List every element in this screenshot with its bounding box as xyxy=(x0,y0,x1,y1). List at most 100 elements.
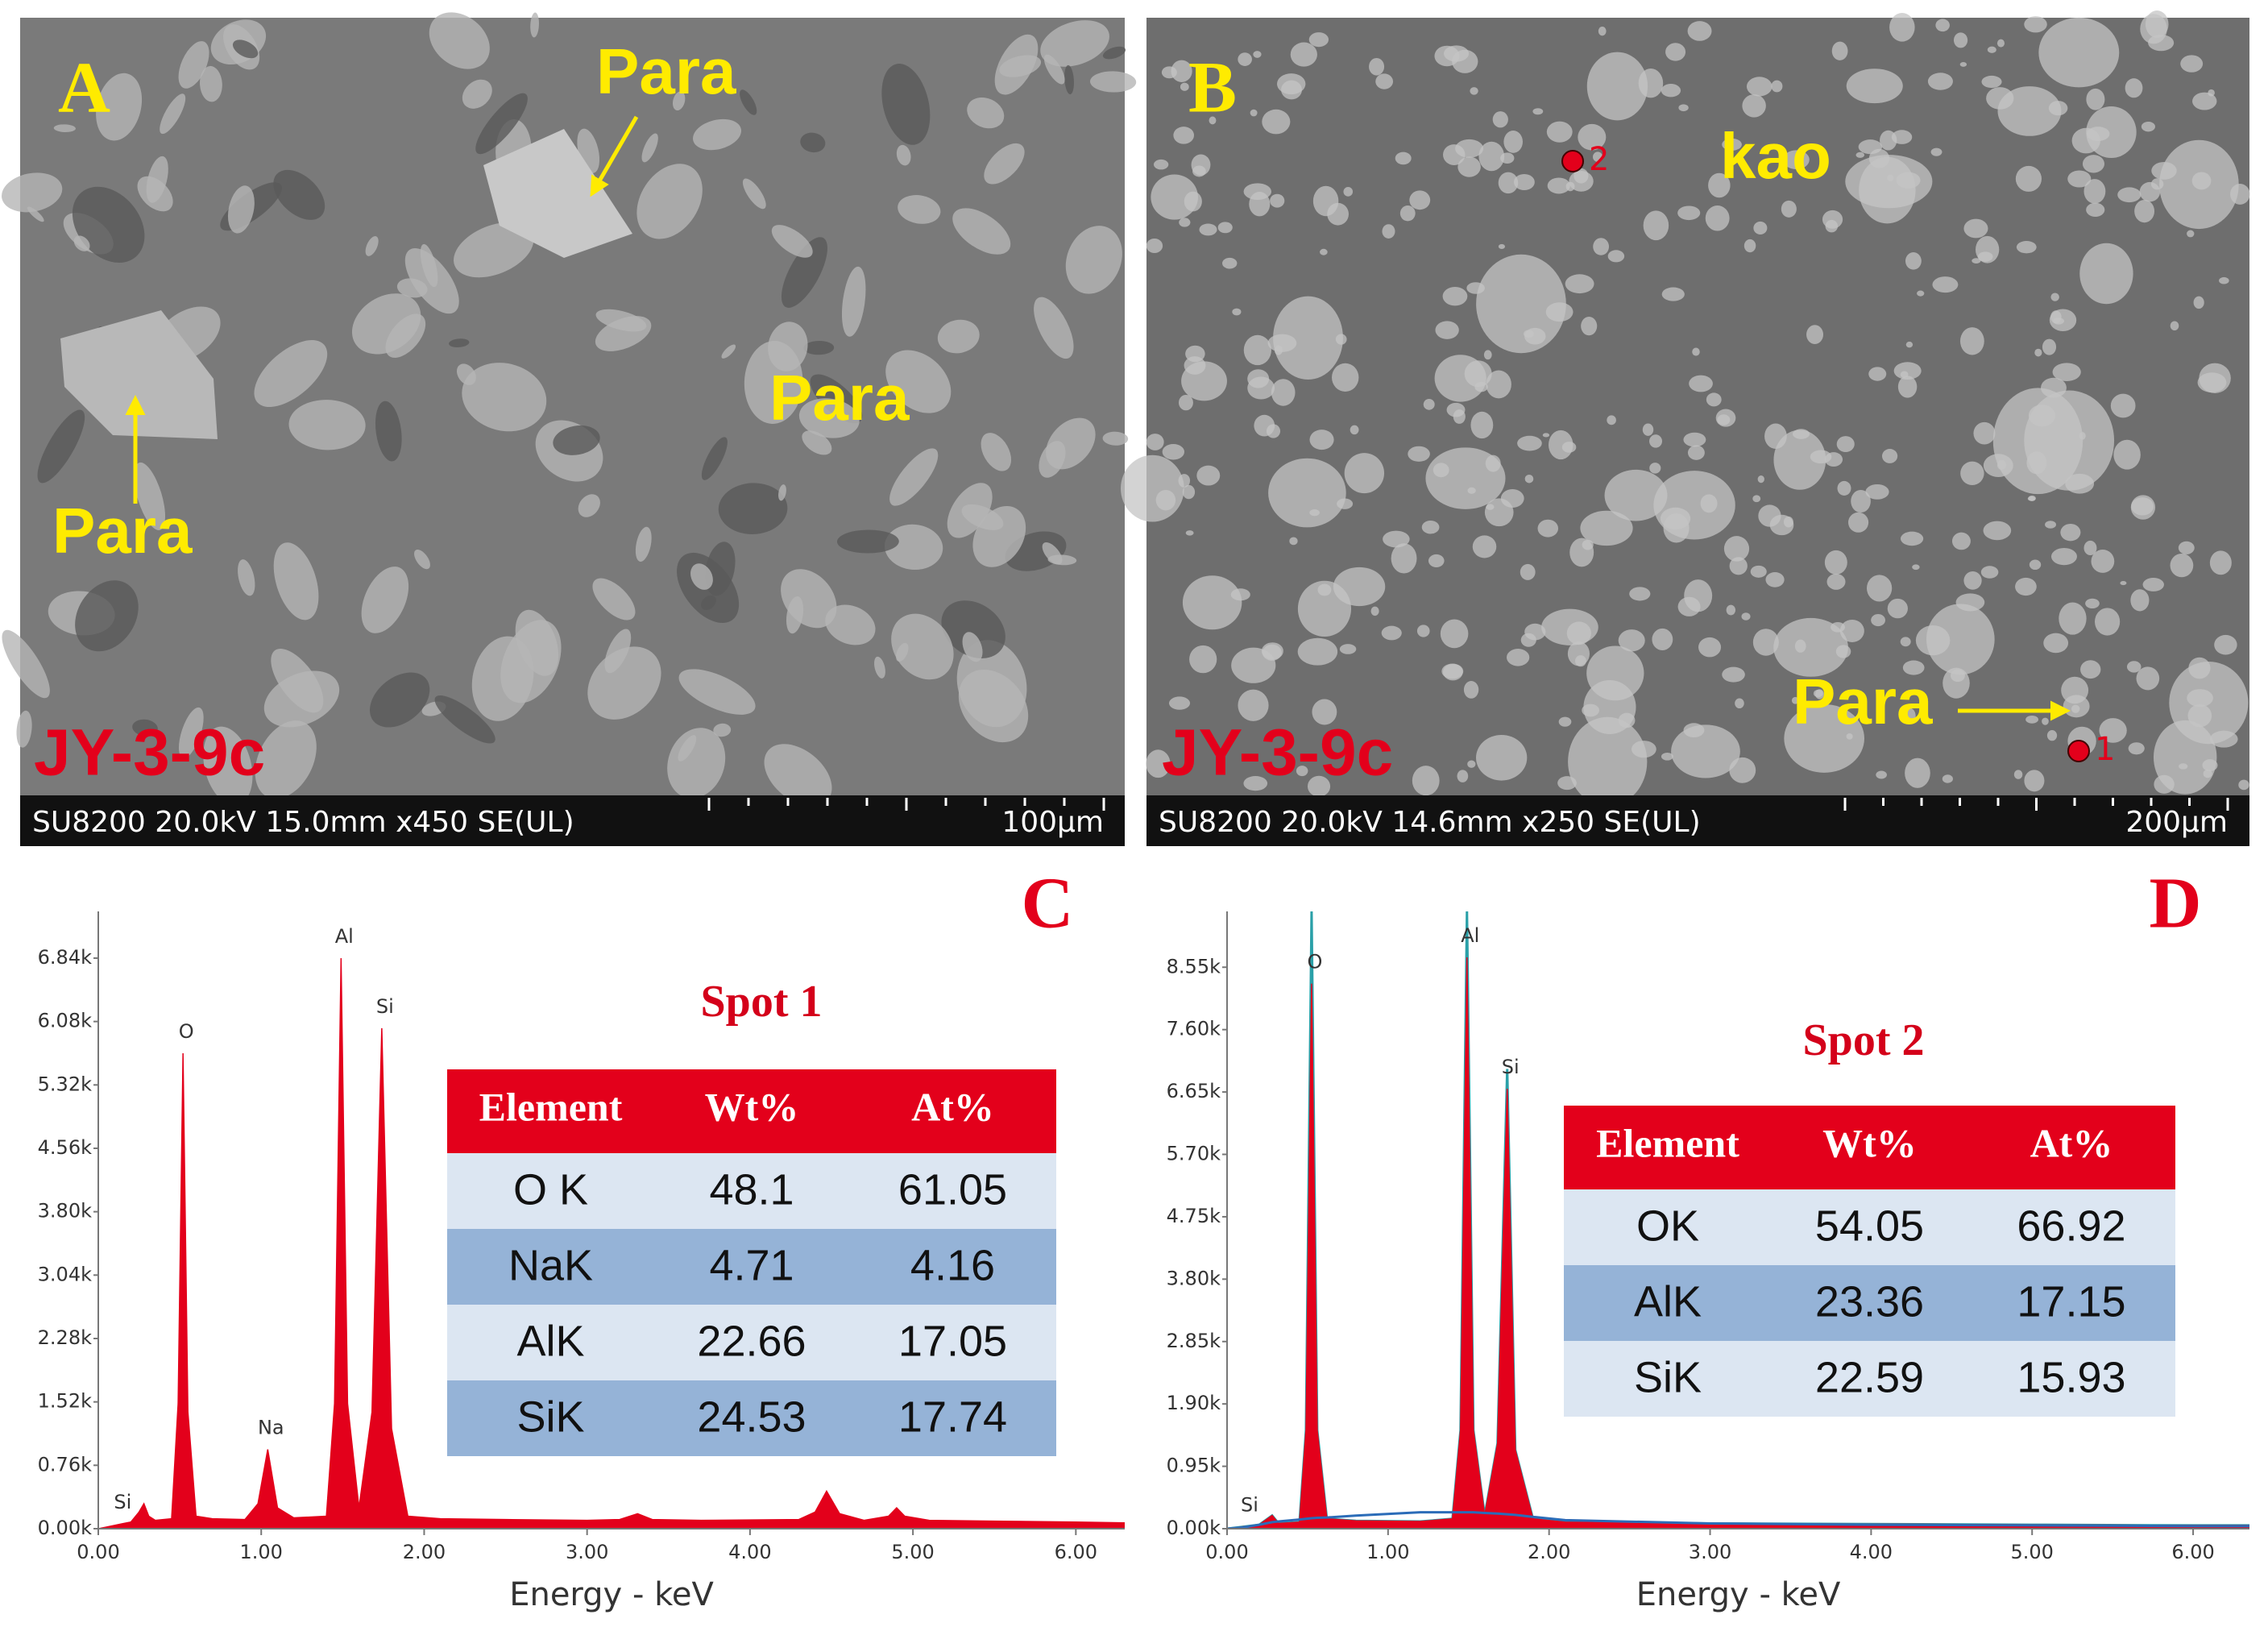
grain xyxy=(1546,121,1573,143)
grain xyxy=(1996,39,2005,48)
grain xyxy=(1753,221,1768,235)
grain xyxy=(1492,111,1508,128)
grain xyxy=(1897,376,1918,398)
grain xyxy=(771,225,813,258)
grain xyxy=(1309,509,1320,517)
grain xyxy=(1180,82,1189,91)
grain xyxy=(2,172,63,213)
grain xyxy=(1343,186,1354,197)
grain xyxy=(2071,704,2080,713)
grain xyxy=(2178,541,2195,554)
info-bar xyxy=(1146,795,2249,846)
grain xyxy=(1932,276,1959,293)
grain xyxy=(1184,191,1202,212)
grain xyxy=(1568,716,1648,807)
grain xyxy=(370,672,430,728)
table-cell: 66.92 xyxy=(2017,1202,2125,1250)
sample-id: JY-3-9c xyxy=(1162,716,1393,790)
grain xyxy=(2034,348,2042,357)
grain xyxy=(1855,151,1865,158)
y-tick-label: 4.56k xyxy=(38,1136,92,1159)
grain xyxy=(1846,733,1853,740)
peak-label: O xyxy=(179,1020,194,1043)
grain xyxy=(16,710,32,748)
grain xyxy=(1179,218,1191,227)
grain xyxy=(1836,436,1855,453)
grain xyxy=(713,723,732,737)
table-cell: SiK xyxy=(1634,1353,1702,1401)
grain xyxy=(1972,258,1981,264)
grain xyxy=(160,93,186,135)
grain xyxy=(1583,679,1636,735)
grain xyxy=(1876,770,1887,779)
grain xyxy=(701,437,728,480)
grain xyxy=(896,642,909,662)
grain xyxy=(1209,116,1217,125)
grain xyxy=(1927,73,1953,90)
grain xyxy=(1238,52,1252,66)
grain xyxy=(1444,45,1470,62)
y-tick-label: 3.04k xyxy=(38,1263,92,1285)
table-cell: 15.93 xyxy=(2017,1353,2125,1401)
grain xyxy=(1912,564,1920,571)
grain xyxy=(1435,321,1459,339)
grain xyxy=(2208,89,2215,97)
grain xyxy=(203,726,253,806)
x-tick-label: 5.00 xyxy=(2010,1541,2053,1563)
grain xyxy=(1185,530,1194,536)
grain xyxy=(972,505,1026,567)
grain xyxy=(962,632,983,662)
grain xyxy=(967,97,1005,129)
y-tick-label: 1.52k xyxy=(38,1390,92,1413)
grain xyxy=(1963,571,1982,590)
grain xyxy=(1412,766,1440,796)
grain xyxy=(2141,121,2155,132)
grain xyxy=(2053,318,2064,325)
grain xyxy=(1981,75,2002,89)
grain xyxy=(1698,637,1722,658)
grain xyxy=(1705,205,1730,231)
grain xyxy=(1580,510,1633,546)
grain xyxy=(1369,57,1385,76)
grain xyxy=(1146,238,1163,254)
grain xyxy=(2151,161,2177,180)
grain xyxy=(1683,432,1706,447)
grain xyxy=(1839,619,1864,642)
grain xyxy=(896,144,911,166)
grain xyxy=(475,93,528,155)
y-tick-label: 0.00k xyxy=(1167,1517,1221,1539)
grain xyxy=(2052,363,2081,382)
grain xyxy=(232,39,259,59)
grain xyxy=(678,669,756,715)
grain xyxy=(2095,608,2121,636)
grain xyxy=(1222,257,1238,269)
sem-image-a xyxy=(2,12,1137,807)
grain xyxy=(1344,453,1385,494)
grain xyxy=(1868,367,1887,381)
grain xyxy=(1980,566,1999,579)
grain xyxy=(1742,94,1766,118)
grain xyxy=(2026,451,2047,475)
mineral-label: Para xyxy=(769,362,910,434)
grain xyxy=(885,350,952,413)
grain xyxy=(884,524,943,571)
y-tick-label: 6.84k xyxy=(38,946,92,969)
grain xyxy=(1423,398,1435,410)
grain xyxy=(1722,138,1742,151)
grain xyxy=(781,237,827,308)
grain xyxy=(1558,716,1572,727)
grain xyxy=(2027,496,2036,501)
grain xyxy=(2128,742,2145,755)
grain xyxy=(1866,575,1893,602)
panel-letter: A xyxy=(58,48,110,128)
grain xyxy=(1457,156,1481,177)
grain xyxy=(1926,604,1995,675)
grain xyxy=(1532,108,1544,115)
grain xyxy=(1151,174,1198,220)
grain xyxy=(1290,42,1317,67)
grain xyxy=(420,243,438,288)
grain xyxy=(1700,494,1718,513)
grain xyxy=(1593,238,1610,255)
grain xyxy=(1953,32,1968,48)
grain xyxy=(2015,577,2037,596)
